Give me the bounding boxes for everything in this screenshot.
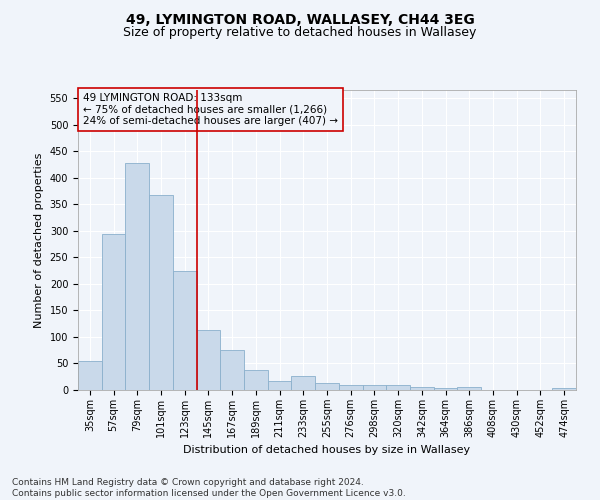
Bar — [173, 270, 197, 390]
Bar — [457, 387, 481, 390]
Text: 49 LYMINGTON ROAD: 133sqm
← 75% of detached houses are smaller (1,266)
24% of se: 49 LYMINGTON ROAD: 133sqm ← 75% of detac… — [83, 93, 338, 126]
Bar — [220, 350, 244, 390]
Bar — [362, 384, 386, 390]
Bar — [386, 384, 410, 390]
Bar — [244, 370, 268, 390]
Y-axis label: Number of detached properties: Number of detached properties — [34, 152, 44, 328]
Text: Size of property relative to detached houses in Wallasey: Size of property relative to detached ho… — [124, 26, 476, 39]
X-axis label: Distribution of detached houses by size in Wallasey: Distribution of detached houses by size … — [184, 446, 470, 456]
Bar — [339, 384, 362, 390]
Bar — [125, 162, 149, 390]
Bar — [315, 382, 339, 390]
Text: 49, LYMINGTON ROAD, WALLASEY, CH44 3EG: 49, LYMINGTON ROAD, WALLASEY, CH44 3EG — [125, 12, 475, 26]
Bar — [292, 376, 315, 390]
Bar — [552, 388, 576, 390]
Bar — [149, 194, 173, 390]
Bar — [102, 234, 125, 390]
Bar — [78, 361, 102, 390]
Bar — [197, 330, 220, 390]
Bar — [410, 388, 434, 390]
Bar — [268, 381, 292, 390]
Bar — [434, 388, 457, 390]
Text: Contains HM Land Registry data © Crown copyright and database right 2024.
Contai: Contains HM Land Registry data © Crown c… — [12, 478, 406, 498]
